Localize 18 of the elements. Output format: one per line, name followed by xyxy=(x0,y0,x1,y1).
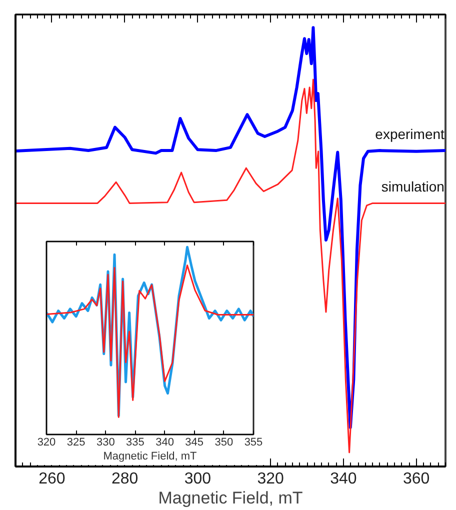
x-tick-label: 320 xyxy=(257,470,284,488)
x-tick-label: 300 xyxy=(184,470,212,488)
x-tick-label: 340 xyxy=(330,470,357,488)
x-tick-label: 345 xyxy=(185,436,204,448)
series-label: simulation xyxy=(381,178,444,194)
x-axis-title: Magnetic Field, mT xyxy=(103,450,198,462)
x-tick-label: 335 xyxy=(126,436,144,448)
x-tick-label: 280 xyxy=(111,470,138,488)
x-tick-label: 325 xyxy=(66,436,86,448)
x-tick-label: 320 xyxy=(37,436,56,448)
series-label: experiment xyxy=(375,126,445,142)
x-tick-label: 340 xyxy=(156,436,174,448)
x-tick-label: 350 xyxy=(214,436,234,448)
x-tick-label: 260 xyxy=(38,470,66,488)
x-axis-title: Magnetic Field, mT xyxy=(158,488,303,508)
x-tick-label: 330 xyxy=(96,436,115,448)
x-tick-label: 355 xyxy=(244,436,263,448)
x-tick-label: 360 xyxy=(403,470,430,488)
